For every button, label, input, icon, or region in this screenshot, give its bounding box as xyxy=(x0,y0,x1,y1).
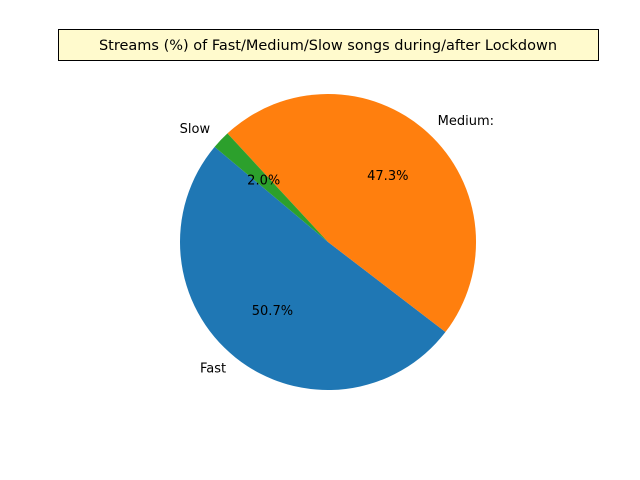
slice-label-fast: Fast xyxy=(200,361,226,376)
pie-slice-medium xyxy=(227,93,477,333)
chart-title-box xyxy=(58,29,599,61)
slice-percent-medium: 47.3% xyxy=(367,169,408,184)
pie-slice-slow xyxy=(214,133,328,242)
slice-percent-fast: 50.7% xyxy=(252,304,293,319)
chart-title: Streams (%) of Fast/Medium/Slow songs du… xyxy=(99,38,557,54)
pie-slices xyxy=(179,93,477,391)
pie-labels: Fast 50.7% Medium: 47.3% Slow 2.0% xyxy=(180,114,494,376)
pie-slice-fast xyxy=(179,146,446,391)
chart-title-group: Streams (%) of Fast/Medium/Slow songs du… xyxy=(58,29,599,61)
slice-label-medium: Medium: xyxy=(438,114,494,129)
slice-percent-slow: 2.0% xyxy=(247,173,280,188)
slice-label-slow: Slow xyxy=(180,122,211,137)
